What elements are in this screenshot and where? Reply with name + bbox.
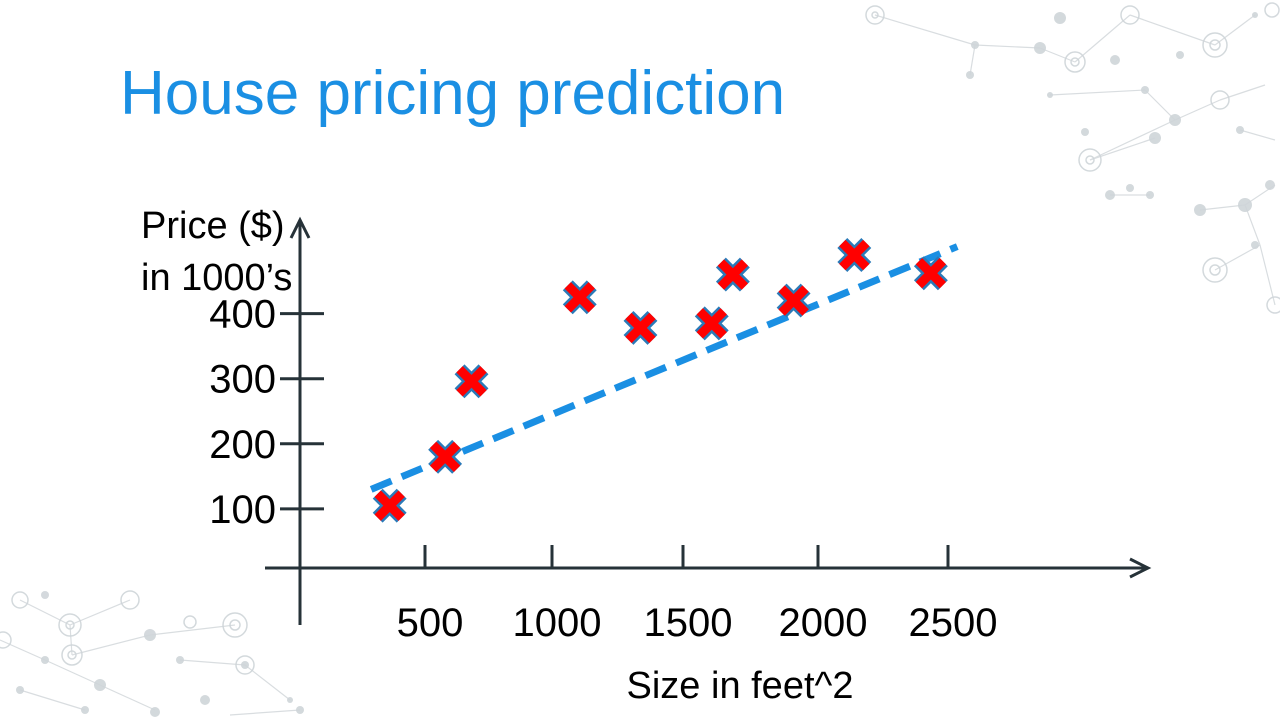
y-axis-title-line-2: in 1000’s xyxy=(141,257,292,299)
y-tick-label-300: 300 xyxy=(209,358,276,402)
data-point-8 xyxy=(776,283,811,318)
data-point-4 xyxy=(562,280,597,315)
trend-line xyxy=(369,243,959,493)
data-point-mark xyxy=(456,366,487,397)
x-tick-label-2000: 2000 xyxy=(779,601,868,645)
data-point-mark xyxy=(915,258,947,289)
data-point-mark xyxy=(717,259,749,290)
x-axis-title: Size in feet^2 xyxy=(627,665,854,707)
y-axis-arrow xyxy=(289,216,311,239)
data-point-mark xyxy=(839,239,870,271)
data-point-mark xyxy=(564,282,595,313)
chart-ticks xyxy=(280,312,950,568)
data-point-2 xyxy=(428,439,463,474)
x-tick-label-1000: 1000 xyxy=(513,601,602,645)
y-tick-label-400: 400 xyxy=(209,293,276,337)
data-point-1 xyxy=(372,488,407,523)
data-point-mark xyxy=(696,308,727,339)
x-tick-label-2500: 2500 xyxy=(909,601,998,645)
data-point-7 xyxy=(715,257,750,292)
x-tick-label-1500: 1500 xyxy=(644,601,733,645)
data-point-9 xyxy=(837,238,872,272)
data-point-mark xyxy=(625,312,656,344)
data-point-10 xyxy=(913,256,948,291)
x-tick-label-500: 500 xyxy=(397,601,464,645)
data-point-mark xyxy=(429,441,461,473)
y-axis-title-line-1: Price ($) xyxy=(141,205,285,247)
y-tick-label-100: 100 xyxy=(209,488,276,532)
y-tick-label-200: 200 xyxy=(209,423,276,467)
chart-labels: 500 1000 1500 2000 2500 100 200 300 400 Size in f… xyxy=(141,205,997,707)
slide-title: House pricing prediction xyxy=(120,59,786,128)
x-axis-arrow xyxy=(1129,557,1152,579)
data-point-3 xyxy=(454,364,489,399)
data-point-5 xyxy=(623,310,658,345)
trend-line-group xyxy=(369,243,959,493)
data-point-6 xyxy=(694,306,729,341)
data-point-mark xyxy=(778,285,809,316)
data-point-mark xyxy=(374,490,405,521)
chart-axes xyxy=(265,216,1152,625)
data-points xyxy=(372,238,948,523)
